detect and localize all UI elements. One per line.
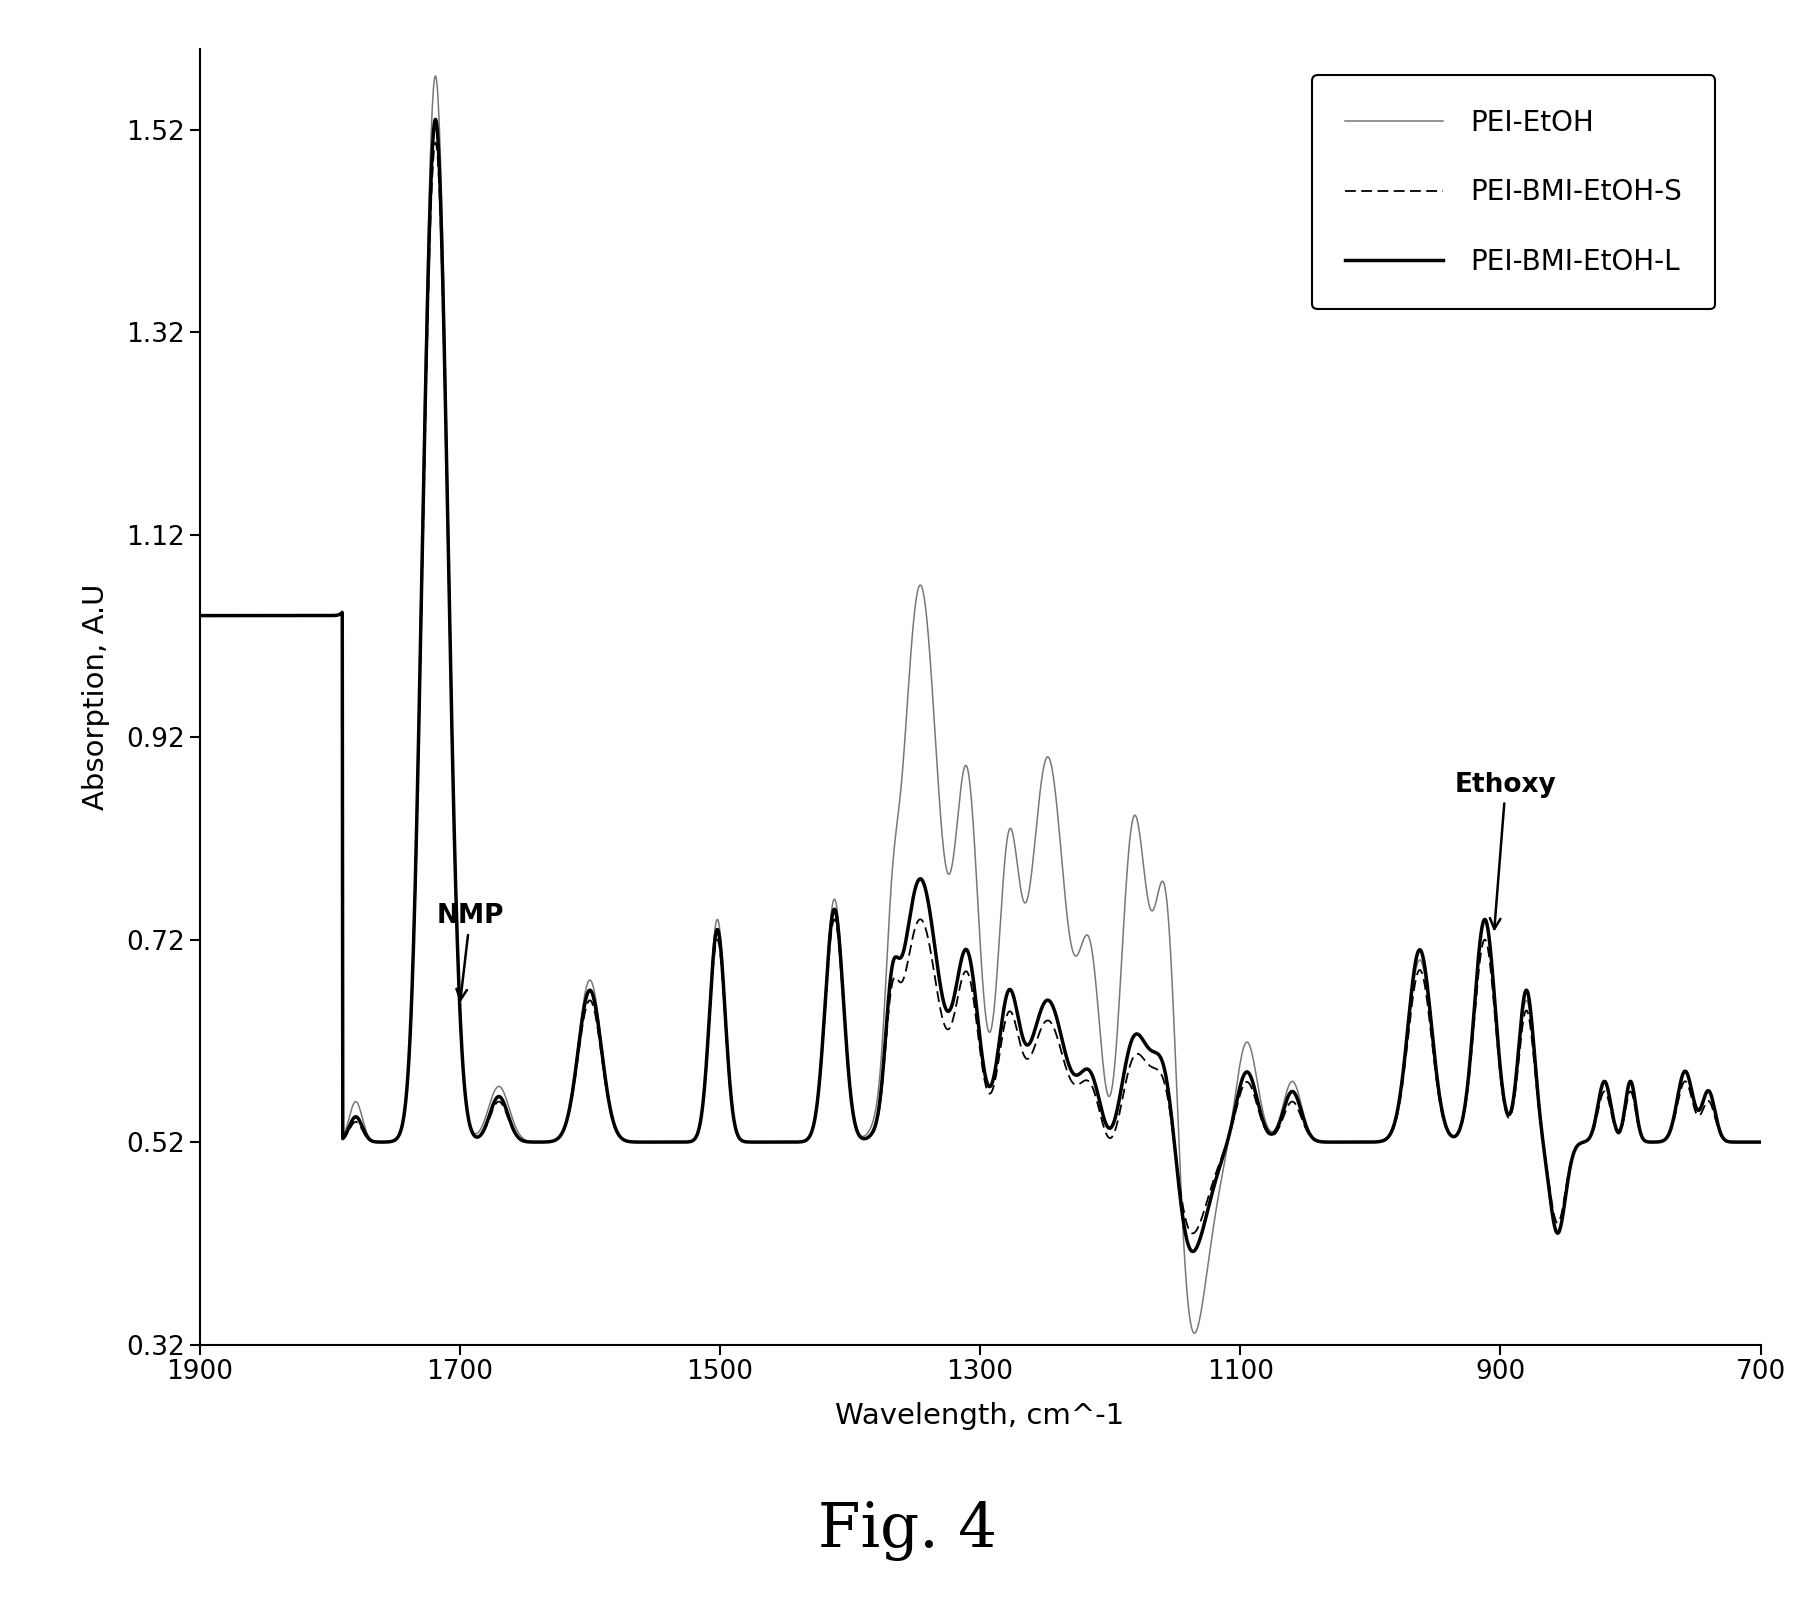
PEI-EtOH [189,606,210,625]
Text: NMP: NMP [435,904,504,1000]
Line: PEI-BMI-EtOH-S: PEI-BMI-EtOH-S [200,143,1760,1233]
PEI-BMI-EtOH-L [1749,1132,1770,1152]
Text: Ethoxy: Ethoxy [1455,771,1556,928]
PEI-BMI-EtOH-S [189,606,210,625]
PEI-BMI-EtOH-L [366,1132,388,1152]
PEI-BMI-EtOH-S [1551,1197,1573,1217]
Y-axis label: Absorption, A.U: Absorption, A.U [82,583,109,810]
PEI-BMI-EtOH-S [366,1132,388,1152]
PEI-EtOH [787,1132,809,1152]
PEI-BMI-EtOH-S [1720,1132,1741,1152]
PEI-BMI-EtOH-L [189,606,210,625]
PEI-EtOH [1720,1132,1741,1152]
PEI-BMI-EtOH-S [459,1119,481,1139]
Text: Fig. 4: Fig. 4 [818,1500,996,1562]
PEI-EtOH [1749,1132,1770,1152]
X-axis label: Wavelength, cm^-1: Wavelength, cm^-1 [834,1401,1125,1430]
PEI-EtOH [366,1132,388,1152]
PEI-EtOH [1183,1324,1204,1343]
PEI-BMI-EtOH-S [1181,1223,1203,1243]
PEI-EtOH [854,1124,876,1144]
PEI-BMI-EtOH-L [1720,1132,1741,1152]
PEI-BMI-EtOH-L [854,1129,876,1149]
PEI-BMI-EtOH-L [1551,1205,1573,1225]
PEI-BMI-EtOH-L [1181,1243,1203,1262]
Legend: PEI-EtOH, PEI-BMI-EtOH-S, PEI-BMI-EtOH-L: PEI-EtOH, PEI-BMI-EtOH-S, PEI-BMI-EtOH-L [1312,76,1714,309]
PEI-BMI-EtOH-S [424,133,446,152]
PEI-BMI-EtOH-L [787,1132,809,1152]
Line: PEI-BMI-EtOH-L: PEI-BMI-EtOH-L [200,120,1760,1252]
PEI-EtOH [1551,1205,1573,1225]
PEI-EtOH [459,1118,481,1137]
PEI-BMI-EtOH-S [1749,1132,1770,1152]
PEI-BMI-EtOH-L [459,1119,481,1139]
PEI-EtOH [424,66,446,86]
PEI-BMI-EtOH-L [424,110,446,130]
PEI-BMI-EtOH-S [787,1132,809,1152]
Line: PEI-EtOH: PEI-EtOH [200,76,1760,1333]
PEI-BMI-EtOH-S [854,1129,876,1149]
